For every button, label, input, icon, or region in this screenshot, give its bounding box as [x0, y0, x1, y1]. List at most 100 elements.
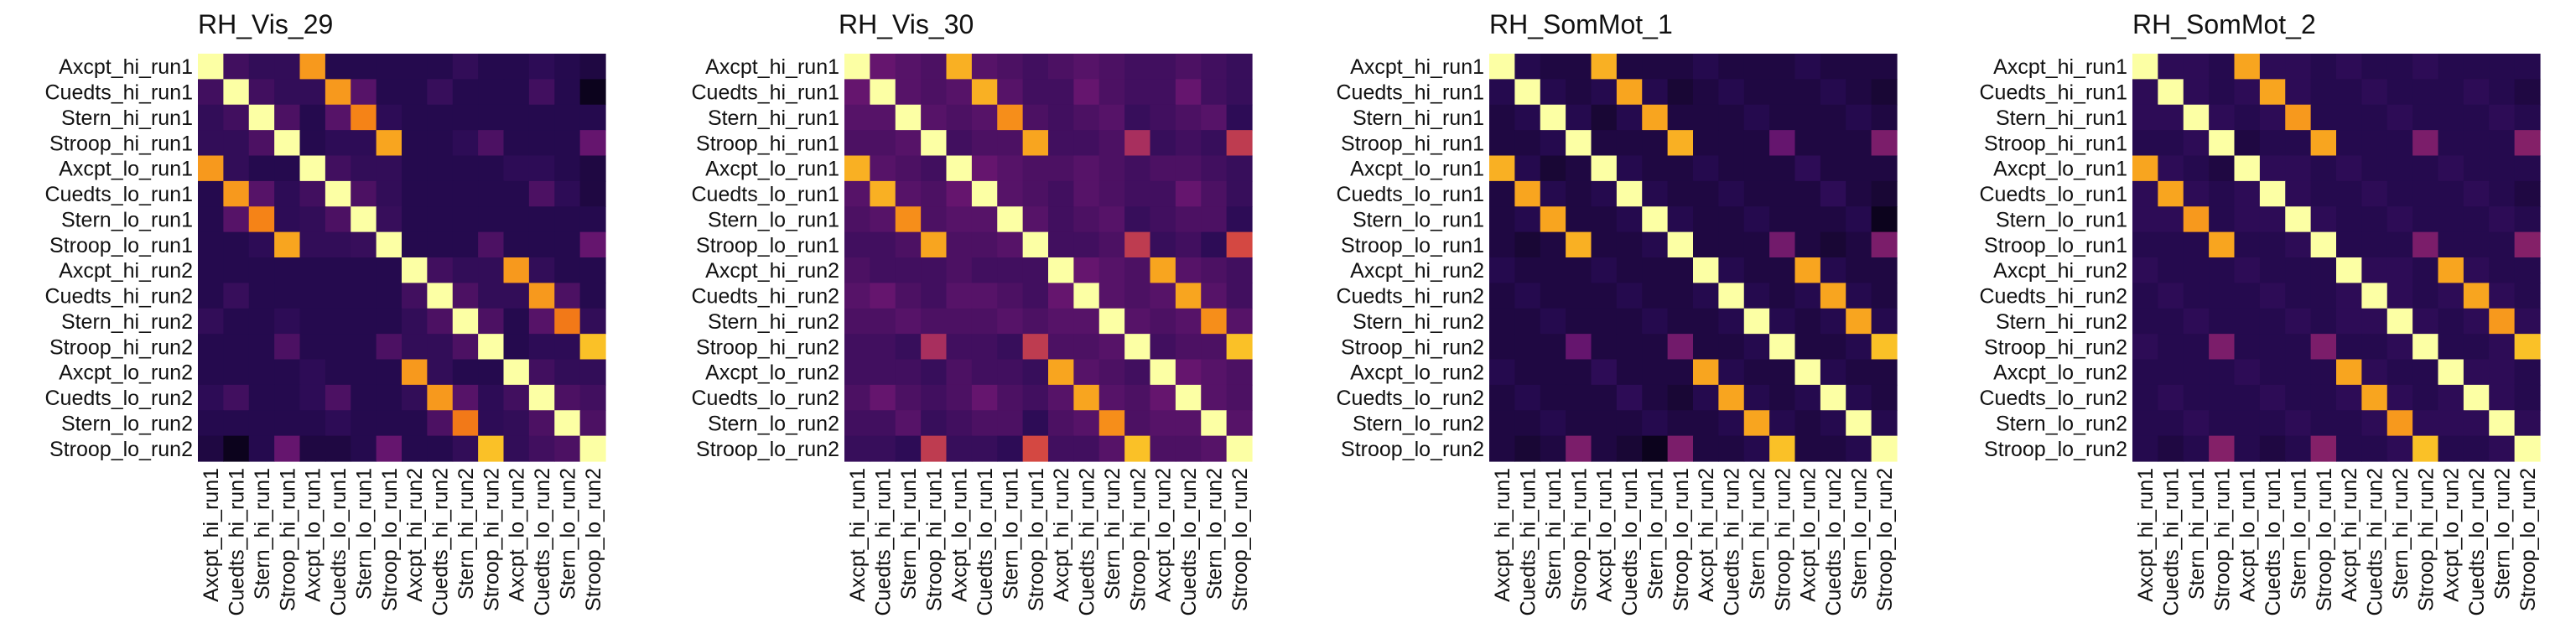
heatmap-cell: [223, 384, 250, 411]
heatmap-cell: [1048, 384, 1074, 411]
heatmap-cell: [1642, 180, 1669, 207]
heatmap-cell: [1022, 308, 1049, 335]
heatmap-cell: [579, 435, 606, 462]
column-label: Stroop_lo_run1: [2313, 468, 2336, 611]
heatmap-cell: [1743, 155, 1770, 182]
column-label: Stern_lo_run2: [1847, 468, 1871, 600]
heatmap-cell: [895, 206, 922, 233]
heatmap-cell: [2310, 104, 2337, 131]
heatmap-cell: [1566, 334, 1592, 361]
heatmap-cell: [2361, 180, 2388, 207]
column-label: Cuedts_hi_run2: [1076, 468, 1099, 616]
heatmap-cell: [1048, 54, 1074, 80]
heatmap-cell: [2132, 104, 2158, 131]
heatmap-cell: [2336, 334, 2362, 361]
heatmap-cell: [2234, 180, 2261, 207]
heatmap-cell: [1846, 384, 1872, 411]
heatmap-cell: [452, 180, 479, 207]
heatmap-cell: [2386, 308, 2413, 335]
heatmap-cell: [1820, 231, 1846, 258]
heatmap-cell: [1073, 54, 1100, 80]
heatmap-cell: [2463, 79, 2490, 106]
heatmap-cell: [1150, 359, 1176, 386]
heatmap-cell: [274, 359, 301, 386]
heatmap-cell: [1693, 104, 1719, 131]
row-label: Cuedts_lo_run1: [1979, 183, 2127, 206]
heatmap-cell: [427, 180, 454, 207]
heatmap-cell: [376, 308, 402, 335]
heatmap-cell: [1073, 180, 1100, 207]
heatmap-cell: [2209, 155, 2236, 182]
heatmap-cell: [1743, 384, 1770, 411]
heatmap-cell: [299, 180, 326, 207]
heatmap-cell: [325, 79, 351, 106]
heatmap-cell: [274, 206, 301, 233]
heatmap-cell: [2285, 104, 2312, 131]
heatmap-cell: [1226, 308, 1253, 335]
heatmap-cell: [1794, 384, 1821, 411]
heatmap-cell: [971, 79, 998, 106]
heatmap-cell: [1022, 410, 1049, 437]
heatmap-cell: [351, 79, 377, 106]
column-label: Cuedts_lo_run1: [974, 468, 997, 616]
heatmap-cell: [997, 180, 1024, 207]
heatmap-cell: [2259, 180, 2286, 207]
column-label: Stern_lo_run1: [2287, 468, 2310, 600]
heatmap-cell: [1022, 104, 1049, 131]
column-label: Cuedts_lo_run1: [2262, 468, 2285, 616]
heatmap-cell: [1098, 257, 1125, 283]
heatmap-cell: [2361, 130, 2388, 157]
heatmap-cell: [1667, 359, 1694, 386]
heatmap-cell: [579, 384, 606, 411]
heatmap-cell: [1226, 410, 1253, 437]
heatmap-cell: [325, 410, 351, 437]
heatmap-cell: [452, 257, 479, 283]
heatmap-cell: [2259, 435, 2286, 462]
heatmap-cell: [870, 155, 896, 182]
heatmap-cell: [2158, 435, 2184, 462]
heatmap-cell: [1616, 308, 1643, 335]
heatmap-cell: [997, 206, 1024, 233]
heatmap-cell: [1693, 79, 1719, 106]
heatmap-cell: [376, 410, 402, 437]
heatmap-cell: [946, 410, 973, 437]
heatmap-cell: [351, 104, 377, 131]
heatmap-cell: [376, 54, 402, 80]
heatmap-cell: [1846, 180, 1872, 207]
heatmap-cell: [1098, 231, 1125, 258]
heatmap-cell: [2132, 283, 2158, 309]
heatmap-cell: [2514, 384, 2541, 411]
heatmap-cell: [1124, 155, 1151, 182]
heatmap-cell: [2489, 359, 2516, 386]
heatmap-cell: [503, 283, 530, 309]
heatmap-cell: [554, 359, 581, 386]
heatmap-cell: [2489, 384, 2516, 411]
heatmap-cell: [1201, 180, 1228, 207]
heatmap-cell: [376, 283, 402, 309]
heatmap-cell: [427, 155, 454, 182]
heatmap-cell: [1743, 180, 1770, 207]
heatmap-cell: [2386, 257, 2413, 283]
heatmap-cell: [2438, 410, 2464, 437]
heatmap-cell: [554, 79, 581, 106]
heatmap-cell: [299, 410, 326, 437]
heatmap-cell: [223, 206, 250, 233]
heatmap-cell: [921, 283, 948, 309]
heatmap-cell: [1820, 180, 1846, 207]
heatmap-cell: [1846, 54, 1872, 80]
heatmap-cell: [1048, 155, 1074, 182]
heatmap-cell: [2285, 180, 2312, 207]
column-label: Axcpt_hi_run2: [2338, 468, 2361, 602]
heatmap-cell: [223, 180, 250, 207]
heatmap-cell: [2259, 283, 2286, 309]
heatmap-cell: [579, 54, 606, 80]
heatmap-cell: [997, 155, 1024, 182]
column-label: Axcpt_hi_run1: [1491, 468, 1514, 602]
heatmap-cell: [1718, 231, 1745, 258]
heatmap-cell: [895, 130, 922, 157]
heatmap-cell: [2259, 206, 2286, 233]
heatmap-cell: [1201, 435, 1228, 462]
heatmap-cell: [2183, 79, 2210, 106]
heatmap-cell: [870, 308, 896, 335]
row-label: Axcpt_hi_run1: [1350, 55, 1484, 79]
